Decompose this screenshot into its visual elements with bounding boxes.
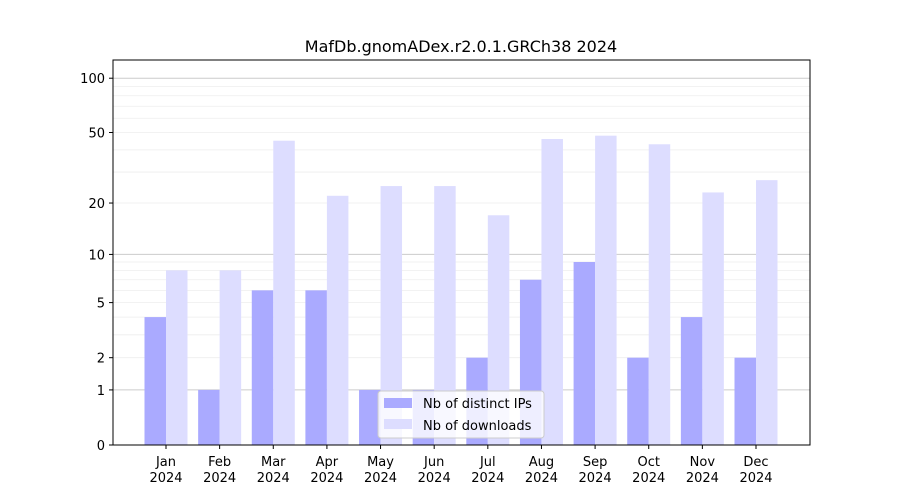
y-tick-label: 10 xyxy=(88,248,105,263)
legend-label-downloads: Nb of downloads xyxy=(423,419,532,434)
x-tick-label: Jan 2024 xyxy=(149,455,182,486)
bar-downloads xyxy=(273,140,295,445)
x-tick-label: May 2024 xyxy=(364,455,397,486)
y-tick-label: 5 xyxy=(97,297,105,312)
bar-downloads xyxy=(756,180,778,445)
x-tick-label: Dec 2024 xyxy=(739,455,772,486)
x-tick-label: Mar 2024 xyxy=(257,455,290,486)
x-tick-label: Apr 2024 xyxy=(310,455,343,486)
bar-ips xyxy=(198,389,220,445)
bar-downloads xyxy=(380,186,403,445)
y-tick-label: 50 xyxy=(88,127,105,142)
bar-downloads xyxy=(487,215,510,445)
bar-ips xyxy=(144,317,166,445)
x-tick-label: Nov 2024 xyxy=(686,455,719,486)
bar-downloads xyxy=(648,144,671,445)
x-tick-label: Jul 2024 xyxy=(471,455,504,486)
y-tick-label: 1 xyxy=(97,384,105,399)
plot-frame xyxy=(112,59,811,446)
bar-downloads xyxy=(166,270,188,445)
x-axis: Jan 2024 Feb 2024 Mar 2024 Apr 2024 May 2024 Jun 20… xyxy=(149,445,773,486)
bars xyxy=(144,135,778,445)
bar-downloads xyxy=(595,135,617,445)
bar-ips xyxy=(251,290,274,445)
bar-downloads xyxy=(702,192,724,445)
x-tick-label: Feb 2024 xyxy=(203,455,236,486)
bar-downloads xyxy=(541,139,563,445)
legend-swatch-downloads xyxy=(384,419,412,429)
x-tick-label: Sep 2024 xyxy=(579,455,612,486)
y-tick-label: 0 xyxy=(97,439,105,454)
x-tick-label: Aug 2024 xyxy=(525,455,558,486)
y-tick-label: 20 xyxy=(88,197,105,212)
bar-ips xyxy=(680,317,703,445)
bar-downloads xyxy=(434,186,456,445)
chart-title: MafDb.gnomADex.r2.0.1.GRCh38 2024 xyxy=(305,37,617,56)
x-tick-label: Jun 2024 xyxy=(418,455,451,486)
legend-swatch-ips xyxy=(384,398,412,408)
y-tick-label: 100 xyxy=(80,72,105,87)
y-tick-label: 2 xyxy=(97,352,105,367)
bar-ips xyxy=(627,357,649,445)
bar-ips xyxy=(573,262,596,445)
bar-downloads xyxy=(219,270,242,445)
bar-ips xyxy=(359,389,381,445)
x-tick-label: Oct 2024 xyxy=(632,455,665,486)
bar-downloads xyxy=(326,195,349,445)
legend: Nb of distinct IPs Nb of downloads xyxy=(377,390,545,439)
legend-label-ips: Nb of distinct IPs xyxy=(423,397,532,412)
bar-ips xyxy=(305,290,327,445)
y-axis: 0 1 2 5 10 20 50 100 xyxy=(80,72,113,454)
bar-ips xyxy=(734,357,756,445)
